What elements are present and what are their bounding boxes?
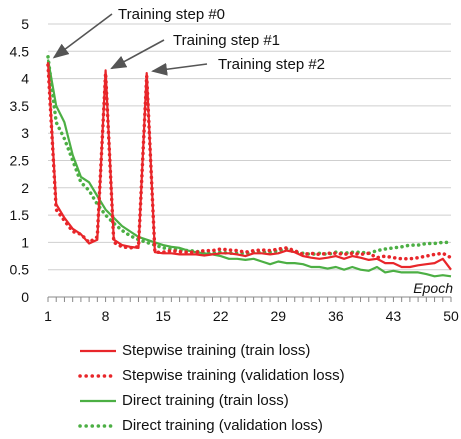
legend-label: Stepwise training (validation loss) (122, 367, 345, 384)
series-3 (46, 55, 453, 257)
annotations: Training step #0 Training step #1 Training… (52, 6, 325, 76)
y-tick-label: 0 (21, 289, 29, 305)
y-tick-label: 5 (21, 16, 29, 32)
x-axis (47, 296, 452, 302)
series-1 (46, 63, 453, 261)
x-tick-label: 43 (386, 308, 402, 324)
legend-swatch-dotted-red (78, 374, 118, 378)
x-tick-label: 36 (328, 308, 344, 324)
series-line (46, 63, 453, 261)
y-tick-label: 0.5 (10, 262, 30, 278)
legend-swatch-solid-green (80, 399, 116, 403)
series-line (46, 62, 452, 271)
annotation-arrow (110, 39, 165, 70)
legend-label: Direct training (validation loss) (122, 417, 323, 434)
x-axis-tick-labels: 1 8 15 22 29 36 43 50 (44, 308, 459, 324)
annotation-arrow (52, 13, 113, 59)
series-0 (46, 62, 452, 271)
series-2 (46, 59, 452, 278)
legend-swatch-solid-red (80, 349, 116, 353)
legend: Stepwise training (train loss) Stepwise … (0, 336, 461, 436)
x-tick-label: 29 (270, 308, 286, 324)
series-line (46, 59, 452, 278)
y-tick-label: 4.5 (10, 43, 30, 59)
y-tick-label: 2 (21, 180, 29, 196)
annotation-label: Training step #2 (218, 56, 325, 73)
legend-swatch-dotted-green (78, 424, 118, 428)
y-tick-label: 4 (21, 71, 29, 87)
legend-label: Stepwise training (train loss) (122, 342, 311, 359)
y-tick-label: 2.5 (10, 153, 30, 169)
chart: 0 0.5 1 1.5 2 2.5 3 3.5 4 4.5 5 1 8 15 22 29 36 43 50 Tra… (10, 6, 459, 324)
x-tick-label: 8 (102, 308, 110, 324)
x-tick-label: 1 (44, 308, 52, 324)
legend-label: Direct training (train loss) (122, 392, 289, 409)
y-tick-label: 3.5 (10, 98, 30, 114)
y-axis-tick-labels: 0 0.5 1 1.5 2 2.5 3 3.5 4 4.5 5 (10, 16, 30, 305)
x-tick-label: 22 (213, 308, 229, 324)
x-tick-label: 50 (443, 308, 459, 324)
series-layer (46, 55, 453, 278)
annotation-label: Training step #0 (118, 6, 225, 23)
y-tick-label: 3 (21, 125, 29, 141)
series-line (46, 55, 453, 257)
annotation-label: Training step #1 (173, 32, 280, 49)
y-tick-label: 1.5 (10, 207, 30, 223)
x-tick-label: 15 (155, 308, 171, 324)
x-axis-label: Epoch (413, 280, 453, 296)
annotation-arrow (151, 62, 208, 76)
y-tick-label: 1 (21, 234, 29, 250)
